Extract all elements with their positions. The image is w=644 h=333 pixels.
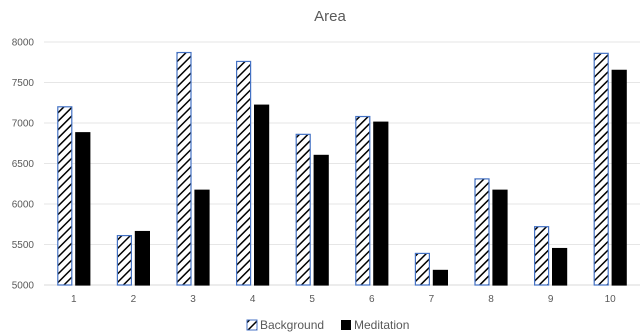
bar-meditation-3 <box>194 189 210 286</box>
legend-item-background: Background <box>246 318 324 332</box>
bar-background-3 <box>176 51 192 286</box>
y-tick-label: 5000 <box>12 281 35 292</box>
y-tick-label: 6500 <box>12 159 35 170</box>
x-tick-label: 2 <box>131 294 137 305</box>
bar-background-10 <box>593 52 609 286</box>
bar-background-7 <box>414 252 430 286</box>
bar-meditation-1 <box>75 132 91 286</box>
bar-meditation-6 <box>373 121 389 286</box>
bar-meditation-7 <box>432 269 448 286</box>
chart-title: Area <box>314 8 346 25</box>
y-tick-label: 8000 <box>12 38 35 49</box>
bar-meditation-4 <box>254 104 270 286</box>
bar-background-5 <box>295 133 311 286</box>
bar-meditation-5 <box>313 154 329 286</box>
bar-background-1 <box>57 106 73 286</box>
legend-label-background: Background <box>260 318 324 332</box>
legend-swatch-background <box>246 319 258 331</box>
x-tick-label: 9 <box>548 294 554 305</box>
bar-background-9 <box>533 226 550 286</box>
legend-label-meditation: Meditation <box>354 318 409 332</box>
bars <box>57 51 627 286</box>
x-tick-label: 8 <box>488 294 494 305</box>
bar-meditation-2 <box>134 230 150 286</box>
x-tick-label: 6 <box>369 294 375 305</box>
x-tick-label: 4 <box>250 294 256 305</box>
y-tick-label: 7500 <box>12 78 35 89</box>
bar-meditation-9 <box>551 247 568 286</box>
x-tick-label: 10 <box>605 294 617 305</box>
y-tick-label: 6000 <box>12 200 35 211</box>
x-tick-label: 7 <box>429 294 435 305</box>
bar-background-4 <box>236 60 252 286</box>
legend-item-meditation: Meditation <box>341 318 409 332</box>
x-tick-label: 5 <box>309 294 315 305</box>
legend-swatch-meditation <box>341 320 351 330</box>
bar-background-2 <box>116 234 133 286</box>
y-axis-ticks: 5000 5500 6000 6500 7000 7500 8000 <box>12 38 35 292</box>
y-tick-label: 5500 <box>12 240 35 251</box>
y-tick-label: 7000 <box>12 119 35 130</box>
legend: Background Meditation <box>246 318 409 332</box>
bar-background-8 <box>474 178 490 286</box>
x-tick-label: 1 <box>71 294 77 305</box>
x-axis-ticks: 1 2 3 4 5 6 7 8 9 10 <box>71 294 616 305</box>
x-tick-label: 3 <box>190 294 196 305</box>
bar-background-6 <box>355 115 371 286</box>
bar-meditation-10 <box>611 69 627 286</box>
gridlines <box>44 41 640 286</box>
bar-meditation-8 <box>492 189 508 286</box>
